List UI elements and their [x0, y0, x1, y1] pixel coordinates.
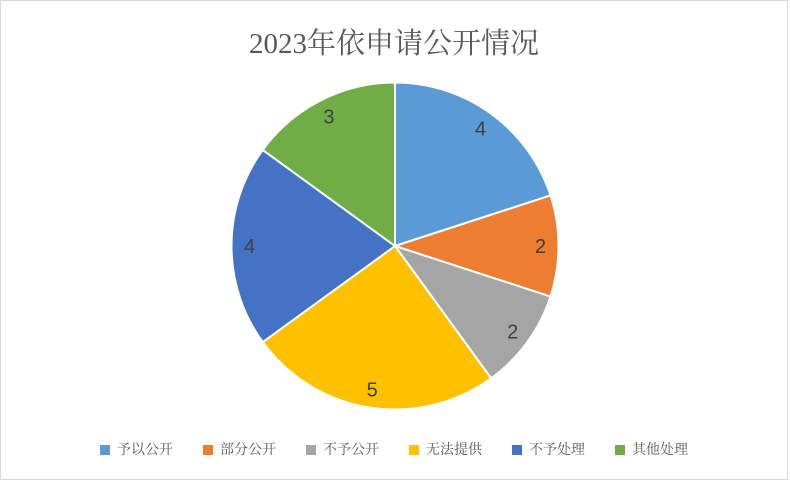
svg-text:3: 3 [323, 106, 334, 128]
svg-text:4: 4 [475, 118, 486, 140]
svg-text:4: 4 [244, 236, 255, 258]
svg-text:5: 5 [367, 380, 378, 402]
svg-text:2: 2 [507, 322, 518, 344]
svg-text:2: 2 [535, 236, 546, 258]
